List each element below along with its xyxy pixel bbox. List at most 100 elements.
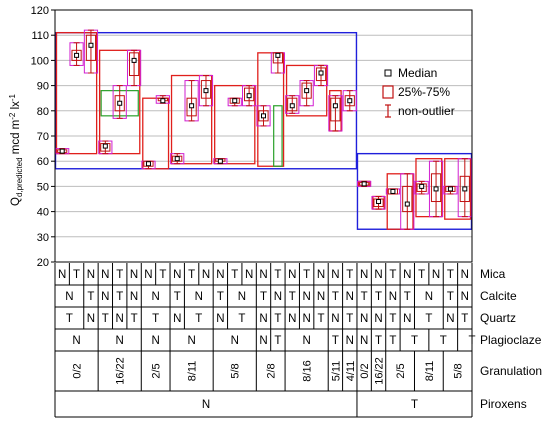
group-outline-boxes <box>54 31 473 230</box>
iqr-box <box>315 67 327 82</box>
table-cell-text: 16/22 <box>374 357 386 385</box>
y-label-mid: lx <box>10 101 22 113</box>
table-cell-text: N <box>245 269 253 281</box>
table-cell-text: 8/11 <box>424 361 436 382</box>
median-marker <box>275 52 281 58</box>
median-marker <box>59 148 65 154</box>
y-label-sub: d,predicted <box>15 157 24 197</box>
table-cell-text: N <box>259 335 267 347</box>
table-cell-text: N <box>72 335 80 347</box>
table-cell-text: 2/8 <box>266 363 278 378</box>
median-marker <box>304 88 310 94</box>
table-row-name: Calcite <box>480 289 517 303</box>
median-marker <box>390 188 396 194</box>
table-cell-text: T <box>375 291 382 303</box>
table-cell-text: T <box>274 269 281 281</box>
y-label-sup2: -1 <box>8 93 17 101</box>
table-cell-text: N <box>231 335 239 347</box>
table-cell-text: N <box>195 291 203 303</box>
table-cell-text: N <box>87 269 95 281</box>
median-marker <box>318 70 324 76</box>
table-cell-text: T <box>260 291 267 303</box>
table-cell-text: N <box>346 291 354 303</box>
median-marker <box>174 156 180 162</box>
table-cell-text: T <box>238 313 245 325</box>
legend-label: 25%-75% <box>398 85 450 99</box>
table-row-name: Piroxens <box>480 397 527 411</box>
plot-frame <box>54 9 473 263</box>
median-marker <box>361 181 367 187</box>
iqr-box <box>344 95 355 107</box>
table-cell-text: T <box>389 313 396 325</box>
table-cell-text: T <box>73 269 80 281</box>
granulation-box <box>98 49 141 155</box>
granulation-box <box>142 97 170 170</box>
median-marker <box>131 57 137 63</box>
y-tick-label: 20 <box>37 257 49 269</box>
table-cell-text: 5/8 <box>453 363 465 378</box>
table-cell-text: N <box>130 269 138 281</box>
table-cell-text: 0/2 <box>359 363 371 378</box>
y-tick-label: 80 <box>37 106 49 118</box>
table-cell-text: T <box>404 291 411 303</box>
table-cell-text: 4/11 <box>345 361 357 382</box>
table-cell-text: T <box>425 313 432 325</box>
legend: Median 25%-75% non-outlier <box>382 66 455 118</box>
iqr-box <box>100 143 111 152</box>
table-cell-text: N <box>317 269 325 281</box>
table-cell-text: N <box>403 313 411 325</box>
median-marker <box>189 103 195 109</box>
table-cell-text: T <box>332 291 339 303</box>
legend-box-symbol <box>382 85 394 99</box>
table-cell-text: N <box>425 291 433 303</box>
median-marker <box>404 201 410 207</box>
y-tick-label: 30 <box>37 232 49 244</box>
table-cell-text: N <box>446 313 454 325</box>
table-cell-text: N <box>130 291 138 303</box>
median-marker <box>74 52 80 58</box>
y-tick-label: 60 <box>37 156 49 168</box>
table-cell-text: T <box>411 399 418 411</box>
table-cell-text: N <box>331 269 339 281</box>
table-cell-text: N <box>432 269 440 281</box>
median-marker <box>462 186 468 192</box>
table-cell-text: N <box>238 291 246 303</box>
table-cell-text: T <box>361 291 368 303</box>
legend-median-symbol <box>384 69 392 77</box>
iqr-box <box>272 52 283 64</box>
table-cell-text: T <box>440 335 447 347</box>
table-cell-text: N <box>461 291 469 303</box>
table-row-name: Plagioclaze <box>480 333 542 347</box>
table-cell-text: 0/2 <box>72 363 84 378</box>
iqr-box <box>287 97 298 112</box>
y-tick-label: 120 <box>31 5 49 17</box>
iqr-box <box>114 95 125 112</box>
table-cell-text: T <box>102 313 109 325</box>
table-cell-text: N <box>360 269 368 281</box>
iqr-box <box>459 175 470 203</box>
median-marker <box>261 113 266 119</box>
y-label-sup1: -2 <box>8 112 17 120</box>
y-tick-label: 110 <box>31 30 49 42</box>
iqr-box <box>330 97 341 122</box>
table-cell-text: T <box>346 269 353 281</box>
median-marker <box>447 186 453 192</box>
y-label-main: Q <box>10 197 22 206</box>
table-cell-text: T <box>188 269 195 281</box>
table-cell-text: N <box>288 269 296 281</box>
table-cell-text: T <box>274 335 281 347</box>
table-cell-text: T <box>152 313 159 325</box>
table-cell-text: T <box>159 269 166 281</box>
median-marker <box>232 98 238 104</box>
table-cell-text: N <box>374 269 382 281</box>
table-cell-text: N <box>389 291 397 303</box>
granulation-box <box>386 173 414 230</box>
table-cell-text: 16/22 <box>115 357 127 385</box>
granulation-box <box>444 158 472 220</box>
table-cell-text: N <box>259 313 267 325</box>
median-marker <box>203 88 209 94</box>
table-row-name: Mica <box>480 267 506 281</box>
table-cell-text: N <box>202 269 210 281</box>
table-cell-text: T <box>174 291 181 303</box>
